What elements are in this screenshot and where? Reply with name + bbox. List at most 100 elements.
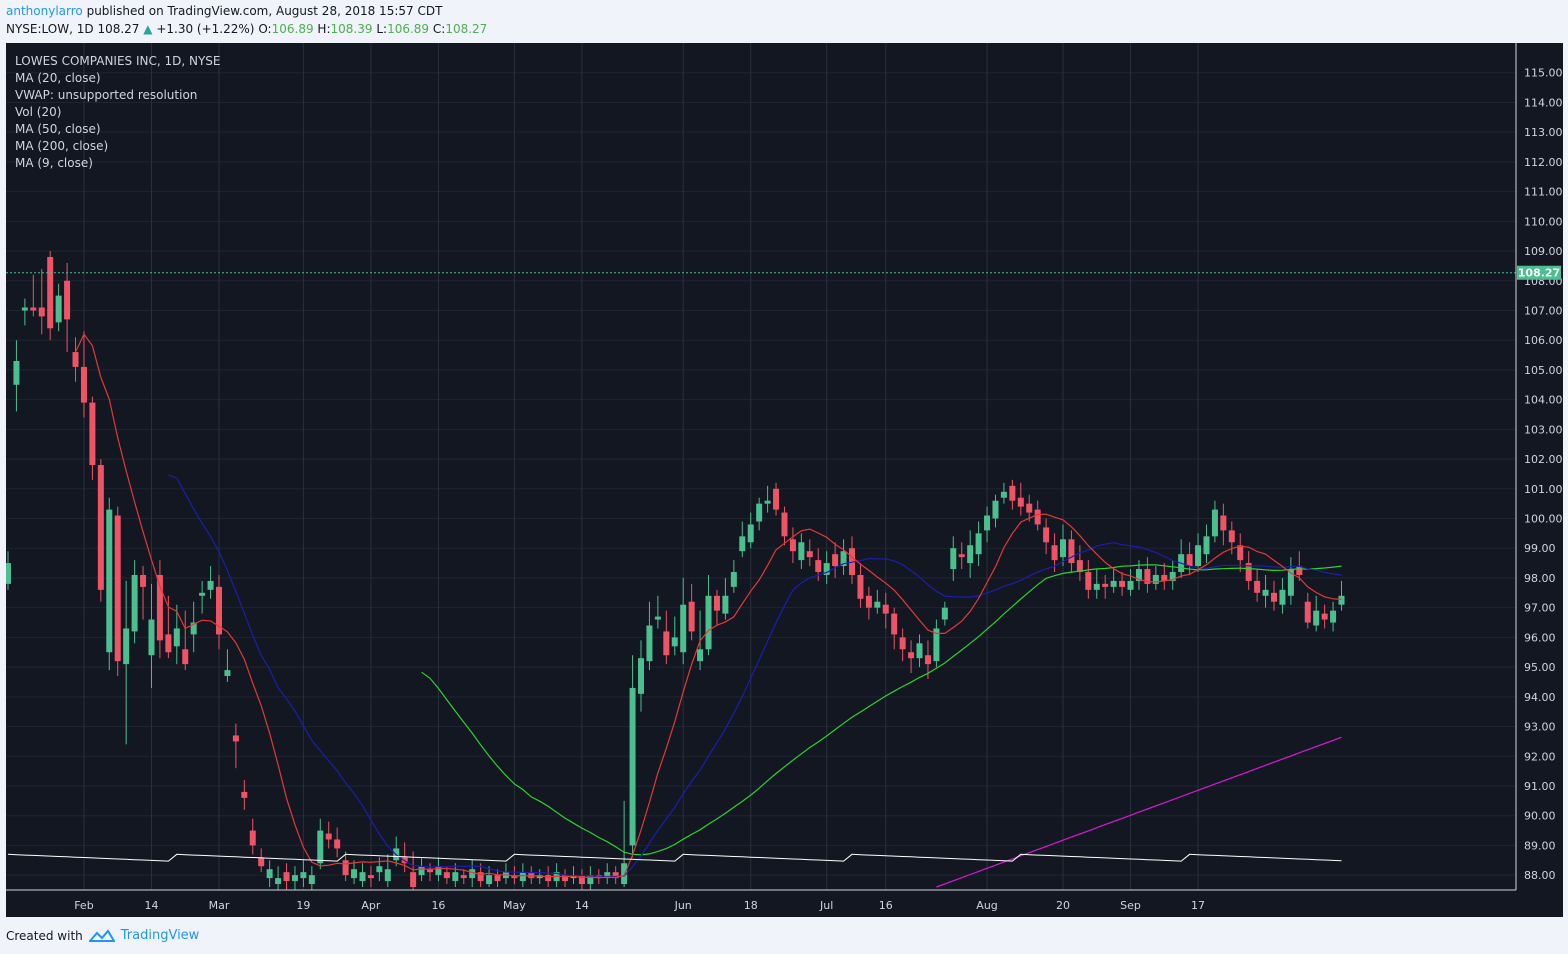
candle-body[interactable] (924, 655, 931, 665)
candle-body[interactable] (232, 735, 239, 742)
candle-body[interactable] (1220, 515, 1227, 531)
tradingview-link[interactable]: TradingView (120, 928, 200, 943)
candle-body[interactable] (806, 551, 813, 558)
candle-body[interactable] (1102, 583, 1109, 587)
candle-body[interactable] (908, 652, 915, 659)
chart-panel[interactable]: 88.00 89.00 90.00 91.00 92.00 93.00 94.00 95.00… (6, 43, 1563, 917)
candle-body[interactable] (798, 542, 805, 561)
candle-body[interactable] (933, 628, 940, 662)
legend-ma50[interactable]: MA (50, close) (15, 122, 101, 136)
candle-body[interactable] (739, 536, 746, 552)
candle-body[interactable] (199, 592, 206, 596)
candle-body[interactable] (1144, 569, 1151, 584)
candle-body[interactable] (1110, 580, 1117, 587)
candle-body[interactable] (950, 548, 957, 570)
candle-body[interactable] (823, 563, 830, 575)
candle-body[interactable] (1043, 527, 1050, 543)
candle-body[interactable] (249, 830, 256, 846)
candle-body[interactable] (629, 687, 636, 846)
candle-body[interactable] (477, 872, 484, 882)
candle-body[interactable] (967, 545, 974, 564)
candle-body[interactable] (536, 875, 543, 879)
candle-body[interactable] (452, 872, 459, 882)
candle-body[interactable] (789, 539, 796, 552)
candle-body[interactable] (114, 515, 121, 662)
candle-body[interactable] (992, 500, 999, 519)
candle-body[interactable] (671, 637, 678, 647)
candle-body[interactable] (106, 509, 113, 653)
candle-body[interactable] (781, 512, 788, 537)
legend-vwap[interactable]: VWAP: unsupported resolution (15, 88, 198, 102)
candle-body[interactable] (621, 863, 628, 885)
candle-body[interactable] (173, 628, 180, 647)
candle-body[interactable] (730, 572, 737, 587)
candle-body[interactable] (815, 560, 822, 573)
candle-body[interactable] (165, 634, 172, 653)
candle-body[interactable] (13, 360, 20, 385)
candle-body[interactable] (528, 872, 535, 879)
candle-body[interactable] (55, 295, 62, 323)
candle-body[interactable] (359, 872, 366, 882)
candle-body[interactable] (156, 574, 163, 641)
candle-body[interactable] (722, 595, 729, 614)
candle-body[interactable] (486, 875, 493, 885)
candle-body[interactable] (443, 872, 450, 879)
candle-body[interactable] (865, 595, 872, 608)
candle-body[interactable] (1211, 509, 1218, 537)
candle-body[interactable] (756, 503, 763, 522)
candle-body[interactable] (1203, 536, 1210, 555)
candle-body[interactable] (460, 875, 467, 879)
candle-body[interactable] (688, 601, 695, 632)
candle-body[interactable] (764, 500, 771, 504)
candle-body[interactable] (72, 352, 79, 367)
candle-body[interactable] (224, 670, 231, 677)
candle-body[interactable] (1093, 583, 1100, 590)
candle-body[interactable] (1296, 566, 1303, 575)
candle-body[interactable] (587, 875, 594, 885)
candle-body[interactable] (1068, 539, 1075, 564)
candle-body[interactable] (300, 872, 307, 879)
candle-body[interactable] (30, 307, 37, 311)
candle-body[interactable] (984, 515, 991, 531)
candle-body[interactable] (376, 866, 383, 873)
candle-body[interactable] (1321, 613, 1328, 620)
candle-body[interactable] (123, 628, 130, 665)
candle-body[interactable] (663, 631, 670, 656)
legend-ma200[interactable]: MA (200, close) (15, 139, 109, 153)
candle-body[interactable] (899, 637, 906, 650)
legend-vol[interactable]: Vol (20) (15, 105, 62, 119)
candle-body[interactable] (1152, 574, 1159, 584)
candle-body[interactable] (612, 872, 619, 879)
candle-body[interactable] (713, 595, 720, 611)
legend-ma9[interactable]: MA (9, close) (15, 156, 93, 170)
candle-body[interactable] (840, 551, 847, 567)
candle-body[interactable] (891, 613, 898, 635)
candle-body[interactable] (216, 586, 222, 635)
candle-body[interactable] (1051, 545, 1058, 561)
candle-body[interactable] (646, 625, 653, 662)
candle-body[interactable] (1254, 580, 1261, 593)
candle-body[interactable] (747, 524, 754, 543)
candle-body[interactable] (241, 791, 248, 798)
candle-body[interactable] (190, 622, 197, 635)
candle-body[interactable] (941, 607, 948, 620)
candle-body[interactable] (427, 869, 433, 873)
candle-body[interactable] (384, 869, 391, 882)
candle-body[interactable] (1287, 569, 1294, 596)
candle-body[interactable] (1186, 554, 1193, 567)
candle-body[interactable] (1245, 563, 1252, 581)
candle-body[interactable] (207, 580, 214, 590)
candle-body[interactable] (705, 595, 712, 650)
candle-body[interactable] (367, 875, 374, 879)
candle-body[interactable] (604, 872, 611, 879)
candle-body[interactable] (874, 601, 881, 608)
candle-body[interactable] (832, 554, 839, 567)
candle-body[interactable] (6, 563, 11, 584)
candle-body[interactable] (1237, 545, 1244, 561)
candle-body[interactable] (680, 604, 687, 653)
candle-body[interactable] (1279, 589, 1286, 605)
candle-body[interactable] (1060, 539, 1066, 558)
candle-body[interactable] (1127, 580, 1134, 590)
candle-body[interactable] (1304, 601, 1311, 623)
candle-body[interactable] (47, 256, 54, 329)
